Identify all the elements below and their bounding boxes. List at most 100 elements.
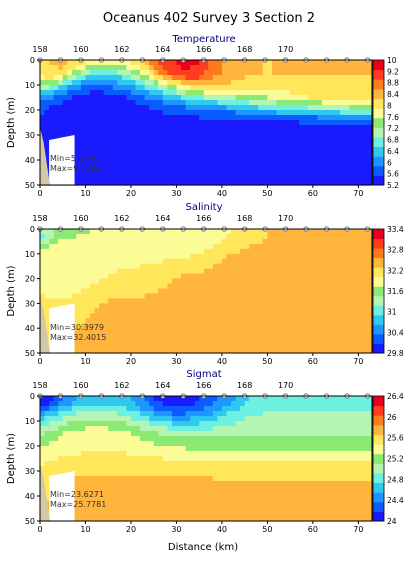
heat-cell xyxy=(162,95,168,101)
heat-cell xyxy=(99,135,105,141)
heat-cell xyxy=(308,406,314,412)
heat-cell xyxy=(194,431,200,437)
colorbar-swatch xyxy=(373,257,384,268)
heat-cell xyxy=(171,263,178,270)
heat-cell xyxy=(53,229,59,235)
heat-cell xyxy=(258,303,264,309)
x-tick-label: 50 xyxy=(262,357,272,366)
heat-cell xyxy=(326,229,332,235)
heat-cell xyxy=(149,130,155,136)
heat-cell xyxy=(90,273,96,280)
heat-cell xyxy=(271,140,278,146)
heat-cell xyxy=(85,411,91,417)
heat-cell xyxy=(303,65,309,71)
heat-cell xyxy=(167,411,173,417)
heat-cell xyxy=(103,436,109,442)
heat-cell xyxy=(312,160,319,166)
heat-cell xyxy=(53,110,59,116)
heat-cell xyxy=(158,338,164,344)
heat-cell xyxy=(240,343,246,349)
heat-cell xyxy=(317,120,323,126)
heat-cell xyxy=(335,140,341,146)
heat-cell xyxy=(290,348,296,354)
heat-cell xyxy=(58,401,64,407)
heat-cell xyxy=(317,155,323,161)
heat-cell xyxy=(231,150,237,156)
heat-cell xyxy=(294,308,300,314)
heat-cell xyxy=(212,303,218,309)
heat-cell xyxy=(290,426,296,432)
heat-cell xyxy=(194,278,200,285)
heat-cell xyxy=(271,313,278,319)
heat-cell xyxy=(253,348,259,354)
heat-cell xyxy=(162,416,168,422)
colorbar-swatch xyxy=(373,146,384,157)
heat-cell xyxy=(112,85,118,91)
heat-cell xyxy=(190,273,196,280)
heat-cell xyxy=(262,243,268,250)
heat-cell xyxy=(199,416,205,422)
heat-cell xyxy=(126,170,132,176)
heat-cell xyxy=(167,100,173,106)
heat-cell xyxy=(317,343,323,349)
heat-cell xyxy=(258,283,264,290)
heat-cell xyxy=(226,90,232,96)
heat-cell xyxy=(240,318,246,324)
heat-cell xyxy=(203,160,209,166)
heat-cell xyxy=(144,348,150,354)
heat-cell xyxy=(149,293,155,300)
heat-cell xyxy=(340,229,346,235)
heat-cell xyxy=(267,115,273,121)
heat-cell xyxy=(44,95,50,101)
heat-cell xyxy=(71,298,77,304)
heat-cell xyxy=(130,100,137,106)
heat-cell xyxy=(140,115,146,121)
heat-cell xyxy=(208,441,214,447)
heat-cell xyxy=(335,298,341,304)
heat-cell xyxy=(153,313,159,319)
heat-cell xyxy=(194,258,200,265)
heat-cell xyxy=(49,471,55,477)
heat-cell xyxy=(85,288,91,295)
heat-cell xyxy=(340,396,346,402)
heat-cell xyxy=(244,431,250,437)
heat-cell xyxy=(317,446,323,452)
heat-cell xyxy=(94,323,100,329)
heat-cell xyxy=(185,100,191,106)
colorbar-swatch xyxy=(373,276,384,287)
heat-cell xyxy=(117,328,123,334)
heat-cell xyxy=(44,150,50,156)
heat-cell xyxy=(49,436,55,442)
heat-cell xyxy=(217,170,223,176)
heat-cell xyxy=(80,105,87,111)
heat-cell xyxy=(244,338,250,344)
heat-cell xyxy=(171,95,178,101)
heat-cell xyxy=(90,451,96,457)
heat-cell xyxy=(144,308,150,314)
heat-cell xyxy=(203,426,209,432)
heat-cell xyxy=(153,318,159,324)
heat-cell xyxy=(135,233,141,240)
heat-cell xyxy=(312,263,319,270)
heat-cell xyxy=(335,466,341,472)
heat-cell xyxy=(285,135,291,141)
heat-cell xyxy=(349,65,355,71)
heat-cell xyxy=(290,303,296,309)
heat-cell xyxy=(217,451,223,457)
heat-cell xyxy=(226,406,232,412)
heat-cell xyxy=(44,90,50,96)
heat-cell xyxy=(290,441,296,447)
heat-cell xyxy=(331,130,337,136)
heat-cell xyxy=(53,288,59,295)
heat-cell xyxy=(108,120,114,126)
heat-cell xyxy=(240,396,246,402)
heat-cell xyxy=(267,135,273,141)
heat-cell xyxy=(99,411,105,417)
heat-cell xyxy=(326,85,332,91)
heat-cell xyxy=(180,115,187,121)
heat-cell xyxy=(344,238,350,245)
heat-cell xyxy=(267,145,273,151)
heat-cell xyxy=(271,233,278,240)
heat-cell xyxy=(353,233,359,240)
heat-cell xyxy=(217,313,223,319)
